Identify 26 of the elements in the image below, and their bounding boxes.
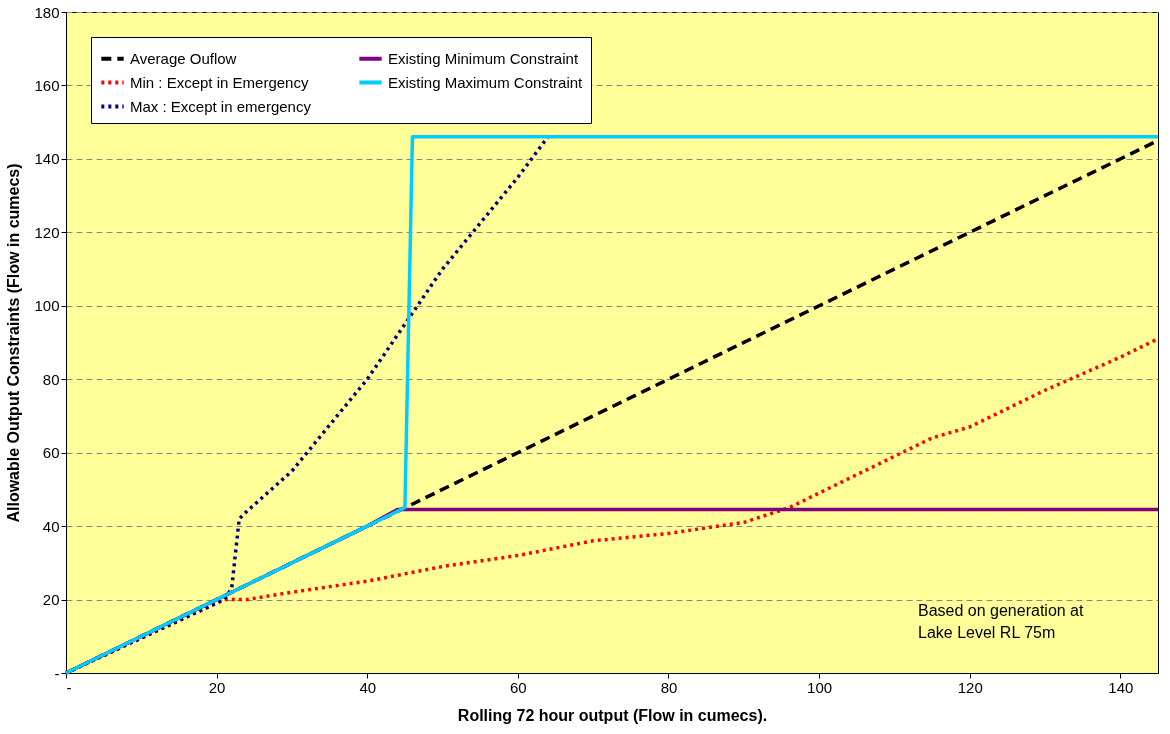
x-tick-label: - bbox=[66, 678, 72, 696]
y-tick-label: - bbox=[54, 664, 60, 682]
legend-label: Existing Minimum Constraint bbox=[388, 49, 579, 67]
y-tick-label: 160 bbox=[34, 76, 60, 94]
x-tick-label: 80 bbox=[660, 678, 678, 696]
legend-label: Existing Maximum Constraint bbox=[388, 73, 584, 91]
x-tick-label: 60 bbox=[510, 678, 527, 696]
x-tick-label: 140 bbox=[1108, 678, 1134, 696]
y-tick-label: 120 bbox=[34, 223, 60, 241]
y-tick-label: 80 bbox=[42, 370, 60, 388]
y-axis-title: Allowable Output Constraints (Flow in cumecs) bbox=[5, 163, 23, 523]
y-tick-label: 180 bbox=[34, 3, 60, 21]
y-tick-label: 140 bbox=[34, 150, 60, 168]
x-axis-title: Rolling 72 hour output (Flow in cumecs). bbox=[457, 706, 768, 724]
legend-label: Average Ouflow bbox=[130, 49, 237, 67]
annotation: Based on generation at Lake Level RL 75m bbox=[918, 602, 1085, 641]
y-tick-label: 60 bbox=[42, 444, 60, 462]
legend-label: Max : Except in emergency bbox=[130, 97, 312, 115]
x-tick-label: 40 bbox=[359, 678, 377, 696]
y-tick-label: 40 bbox=[42, 517, 60, 535]
x-tick-label: 100 bbox=[807, 678, 833, 696]
legend-label: Min : Except in Emergency bbox=[130, 73, 309, 91]
y-tick-label: 20 bbox=[42, 591, 60, 609]
x-tick-label: 120 bbox=[957, 678, 983, 696]
x-tick-label: 20 bbox=[208, 678, 226, 696]
y-tick-label: 100 bbox=[34, 297, 60, 315]
